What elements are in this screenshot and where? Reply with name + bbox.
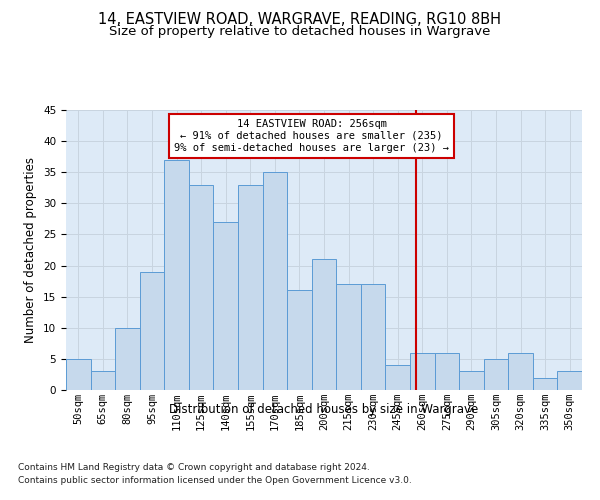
Bar	[115, 328, 140, 390]
Text: 14 EASTVIEW ROAD: 256sqm
← 91% of detached houses are smaller (235)
9% of semi-d: 14 EASTVIEW ROAD: 256sqm ← 91% of detach…	[174, 120, 449, 152]
Bar	[459, 372, 484, 390]
Bar	[557, 372, 582, 390]
Bar	[189, 184, 214, 390]
Bar	[66, 359, 91, 390]
Text: 14, EASTVIEW ROAD, WARGRAVE, READING, RG10 8BH: 14, EASTVIEW ROAD, WARGRAVE, READING, RG…	[98, 12, 502, 28]
Bar	[263, 172, 287, 390]
Text: Size of property relative to detached houses in Wargrave: Size of property relative to detached ho…	[109, 25, 491, 38]
Bar	[238, 184, 263, 390]
Bar	[484, 359, 508, 390]
Bar	[164, 160, 189, 390]
Bar	[287, 290, 312, 390]
Bar	[508, 352, 533, 390]
Bar	[312, 260, 336, 390]
Text: Contains public sector information licensed under the Open Government Licence v3: Contains public sector information licen…	[18, 476, 412, 485]
Bar	[91, 372, 115, 390]
Bar	[214, 222, 238, 390]
Bar	[410, 352, 434, 390]
Text: Contains HM Land Registry data © Crown copyright and database right 2024.: Contains HM Land Registry data © Crown c…	[18, 462, 370, 471]
Bar	[385, 365, 410, 390]
Bar	[533, 378, 557, 390]
Y-axis label: Number of detached properties: Number of detached properties	[25, 157, 37, 343]
Bar	[434, 352, 459, 390]
Text: Distribution of detached houses by size in Wargrave: Distribution of detached houses by size …	[169, 402, 479, 415]
Bar	[336, 284, 361, 390]
Bar	[361, 284, 385, 390]
Bar	[140, 272, 164, 390]
